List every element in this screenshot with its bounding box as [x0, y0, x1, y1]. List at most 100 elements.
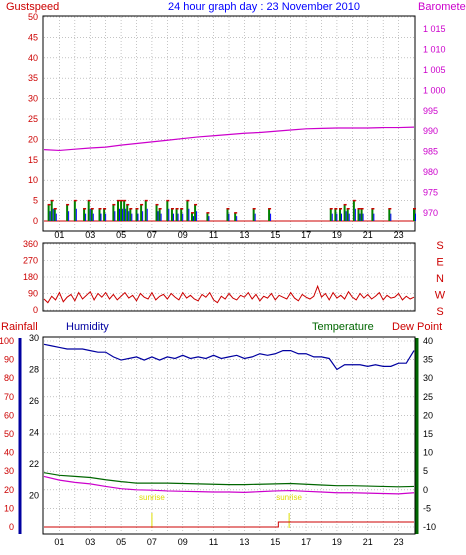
hour-tick-label: 13: [239, 230, 249, 240]
barometer-tick-label: 975: [423, 187, 438, 197]
humidity-tick-label: 22: [29, 459, 39, 469]
temperature-tick-label: 20: [423, 410, 433, 420]
rainfall-tick-label: 90: [4, 355, 14, 365]
humidity-title: Humidity: [66, 321, 109, 333]
humidity-tick-label: 20: [29, 491, 39, 501]
hour-tick-label: 21: [363, 537, 373, 547]
rainfall-tick-label: 80: [4, 373, 14, 383]
hour-tick-label: 23: [394, 230, 404, 240]
barometer-tick-label: 995: [423, 106, 438, 116]
wind-direction-line: [43, 284, 415, 304]
panel-direction-frame: [42, 242, 416, 312]
compass-label: E: [436, 257, 443, 269]
barometer-line: [43, 126, 415, 152]
gust-tick-label: 40: [28, 53, 38, 63]
rainfall-tick-label: 20: [4, 485, 14, 495]
hour-tick-label: 17: [301, 537, 311, 547]
temperature-line: [43, 472, 415, 488]
gust-tick-label: 10: [28, 175, 38, 185]
compass-label: S: [436, 240, 443, 252]
panel-wind-frame: [42, 15, 416, 232]
graph-title: 24 hour graph day : 23 November 2010: [168, 1, 360, 13]
hour-tick-label: 09: [178, 537, 188, 547]
temperature-tick-label: 10: [423, 448, 433, 458]
humidity-tick-label: 28: [29, 365, 39, 375]
direction-tick-label: 0: [33, 305, 38, 315]
hour-tick-label: 15: [270, 230, 280, 240]
compass-label: S: [436, 306, 443, 318]
gust-tick-label: 5: [33, 196, 38, 206]
temperature-tick-label: 0: [423, 485, 428, 495]
gust-tick-label: 20: [28, 134, 38, 144]
hour-tick-label: 17: [301, 230, 311, 240]
gust-tick-label: 35: [28, 73, 38, 83]
axis-layer: 0101030305050707090911111313151517171919…: [0, 12, 446, 547]
direction-tick-label: 360: [23, 239, 38, 249]
hour-tick-label: 01: [54, 230, 64, 240]
temperature-tick-label: -5: [423, 503, 431, 513]
panel-temperature-frame: [42, 336, 416, 535]
hour-tick-label: 03: [85, 230, 95, 240]
temperature-tick-label: 40: [423, 336, 433, 346]
direction-tick-label: 180: [23, 272, 38, 282]
hour-tick-label: 09: [178, 230, 188, 240]
barometer-tick-label: 1 010: [423, 45, 446, 55]
gust-tick-label: 25: [28, 114, 38, 124]
hour-tick-label: 19: [332, 537, 342, 547]
temperature-tick-label: -10: [423, 522, 436, 532]
gust-tick-label: 30: [28, 94, 38, 104]
dewpoint-title: Dew Point: [392, 321, 442, 333]
sunrise-label: sunrise: [276, 493, 302, 502]
humidity-line: [43, 343, 415, 371]
rainfall-tick-label: 70: [4, 392, 14, 402]
gustspeed-title: Gustspeed: [6, 1, 59, 13]
rainfall-tick-label: 0: [9, 522, 14, 532]
temperature-tick-label: 30: [423, 373, 433, 383]
rainfall-title: Rainfall: [1, 321, 38, 333]
barometer-tick-label: 990: [423, 126, 438, 136]
temperature-tick-label: 5: [423, 466, 428, 476]
dewpoint-line: [43, 475, 415, 495]
compass-label: N: [436, 273, 444, 285]
gust-tick-label: 50: [28, 12, 38, 22]
hour-tick-label: 07: [147, 537, 157, 547]
hour-tick-label: 23: [394, 537, 404, 547]
rainfall-line: [44, 521, 414, 528]
rainfall-tick-label: 100: [0, 336, 14, 346]
hour-tick-label: 11: [209, 537, 218, 547]
barometer-tick-label: 985: [423, 147, 438, 157]
temperature-tick-label: 25: [423, 392, 433, 402]
direction-tick-label: 90: [28, 289, 38, 299]
hour-tick-label: 15: [270, 537, 280, 547]
sunrise-label: sunrise: [139, 493, 165, 502]
temperature-tick-label: 35: [423, 355, 433, 365]
temperature-tick-label: 15: [423, 429, 433, 439]
barometer-tick-label: 1 005: [423, 65, 446, 75]
rainfall-tick-label: 40: [4, 448, 14, 458]
hour-tick-label: 05: [116, 537, 126, 547]
barometer-tick-label: 1 000: [423, 85, 446, 95]
grid-layer: [44, 16, 414, 533]
temperature-title: Temperature: [312, 321, 374, 333]
hour-tick-label: 01: [54, 537, 64, 547]
barometer-tick-label: 980: [423, 167, 438, 177]
gust-tick-label: 0: [33, 216, 38, 226]
rainfall-tick-label: 50: [4, 429, 14, 439]
series-layer: sunrise sunrise: [43, 126, 416, 528]
hour-tick-label: 05: [116, 230, 126, 240]
hour-tick-label: 13: [239, 537, 249, 547]
humidity-tick-label: 26: [29, 396, 39, 406]
compass-label: W: [435, 290, 446, 302]
barometer-title: Barometer: [418, 1, 466, 13]
hour-tick-label: 03: [85, 537, 95, 547]
rainfall-tick-label: 30: [4, 466, 14, 476]
rainfall-tick-label: 10: [4, 503, 14, 513]
hour-tick-label: 19: [332, 230, 342, 240]
hour-tick-label: 07: [147, 230, 157, 240]
hour-tick-label: 11: [209, 230, 218, 240]
rainfall-tick-label: 60: [4, 410, 14, 420]
barometer-tick-label: 1 015: [423, 24, 446, 34]
direction-tick-label: 270: [23, 256, 38, 266]
